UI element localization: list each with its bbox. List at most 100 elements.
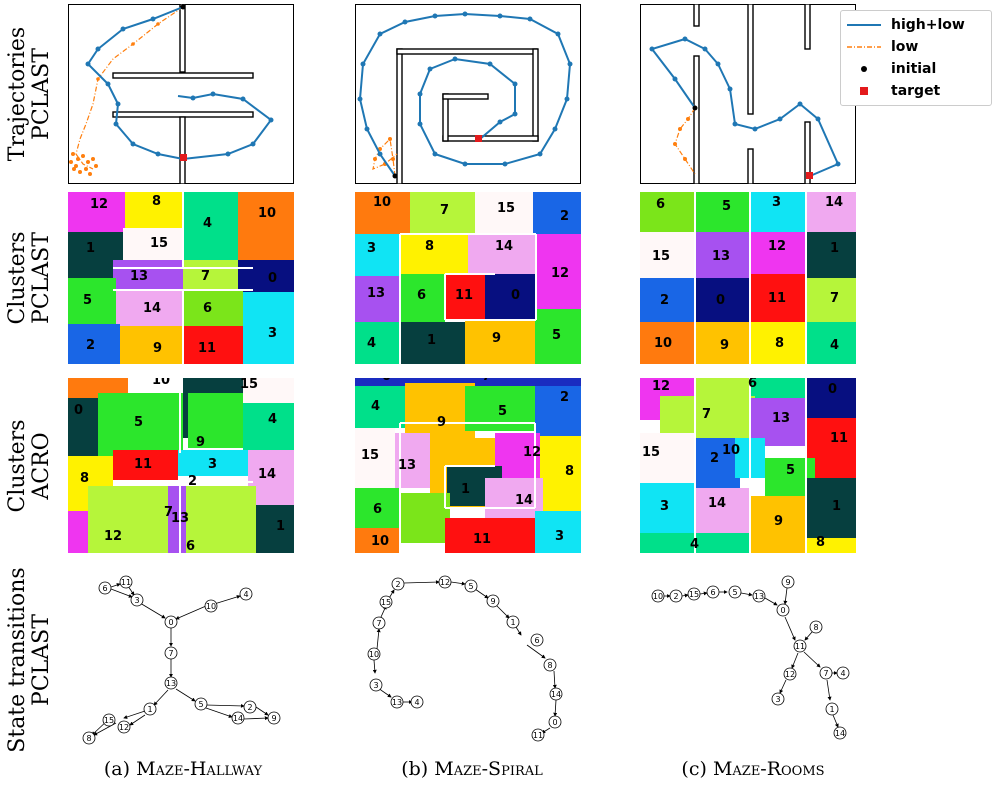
svg-text:11: 11 bbox=[768, 291, 786, 306]
svg-text:14: 14 bbox=[551, 690, 561, 699]
svg-text:7: 7 bbox=[164, 505, 173, 520]
svg-text:5: 5 bbox=[732, 588, 737, 597]
low-trajectory bbox=[673, 107, 696, 175]
svg-text:12: 12 bbox=[440, 578, 450, 587]
svg-text:5: 5 bbox=[83, 293, 92, 308]
svg-text:3: 3 bbox=[367, 241, 376, 256]
svg-text:10: 10 bbox=[722, 443, 740, 458]
svg-text:0: 0 bbox=[268, 271, 277, 286]
svg-text:8: 8 bbox=[425, 239, 434, 254]
svg-text:14: 14 bbox=[495, 239, 513, 254]
svg-text:9: 9 bbox=[196, 435, 205, 450]
low-trajectory bbox=[69, 6, 184, 176]
svg-text:1: 1 bbox=[829, 705, 834, 714]
svg-text:3: 3 bbox=[208, 457, 217, 472]
svg-text:8: 8 bbox=[86, 734, 91, 743]
svg-text:11: 11 bbox=[830, 431, 848, 446]
svg-text:12: 12 bbox=[90, 197, 108, 212]
svg-text:1: 1 bbox=[86, 241, 95, 256]
graph-nodes bbox=[651, 575, 850, 740]
svg-text:10: 10 bbox=[258, 206, 276, 221]
state-graph-hallway: 6 11 3 0 10 4 7 13 1 5 15 12 8 2 14 9 bbox=[68, 565, 294, 755]
legend-item-high-low: high+low bbox=[847, 17, 965, 33]
svg-text:2: 2 bbox=[188, 474, 197, 489]
svg-text:8: 8 bbox=[80, 471, 89, 486]
cluster-labels: 6 5 3 14 15 13 12 1 2 0 11 7 10 9 8 4 bbox=[652, 195, 843, 353]
svg-text:15: 15 bbox=[652, 249, 670, 264]
svg-text:11: 11 bbox=[455, 288, 473, 303]
svg-text:10: 10 bbox=[206, 602, 216, 611]
svg-text:7: 7 bbox=[823, 669, 828, 678]
caption-spiral: (b) Maze-Spiral bbox=[401, 758, 543, 780]
svg-text:3: 3 bbox=[660, 499, 669, 514]
svg-text:13: 13 bbox=[398, 458, 416, 473]
svg-text:8: 8 bbox=[775, 336, 784, 351]
clusters-pclast-hallway: 12 8 4 10 1 15 13 7 0 5 14 6 3 2 9 11 bbox=[68, 192, 294, 364]
svg-text:14: 14 bbox=[515, 493, 533, 508]
svg-text:8: 8 bbox=[816, 535, 825, 550]
svg-text:4: 4 bbox=[414, 698, 419, 707]
svg-text:7: 7 bbox=[376, 619, 381, 628]
svg-text:7: 7 bbox=[440, 203, 449, 218]
row-label-clusters-pclast: Clusters PCLAST bbox=[5, 231, 54, 325]
clusters-acro-rooms: 12 6 0 7 13 11 15 10 2 5 3 14 9 1 4 8 bbox=[640, 378, 856, 553]
svg-text:5: 5 bbox=[198, 700, 203, 709]
svg-text:6: 6 bbox=[417, 288, 426, 303]
legend: high+low low initial target bbox=[840, 10, 992, 106]
svg-text:7: 7 bbox=[201, 269, 210, 284]
svg-text:10: 10 bbox=[654, 336, 672, 351]
trajectory-panel-rooms bbox=[640, 4, 856, 184]
cluster-labels: 10 7 15 2 3 8 14 12 13 6 11 0 4 1 9 5 bbox=[367, 195, 569, 351]
svg-text:9: 9 bbox=[490, 597, 495, 606]
svg-text:9: 9 bbox=[271, 714, 276, 723]
graph-node-labels: 6 11 3 0 10 4 7 13 1 5 15 12 8 2 14 9 bbox=[86, 578, 276, 743]
svg-text:0: 0 bbox=[716, 293, 725, 308]
svg-text:9: 9 bbox=[774, 514, 783, 529]
initial-marker bbox=[180, 4, 186, 10]
svg-text:4: 4 bbox=[268, 412, 277, 427]
svg-text:15: 15 bbox=[104, 716, 114, 725]
svg-text:9: 9 bbox=[153, 341, 162, 356]
target-marker bbox=[806, 172, 813, 179]
state-graph-rooms: 9 10 2 15 6 5 13 0 8 11 12 7 4 3 1 14 bbox=[640, 565, 856, 755]
svg-text:13: 13 bbox=[754, 592, 764, 601]
cluster-labels: 12 8 4 10 1 15 13 7 0 5 14 6 3 2 9 11 bbox=[83, 194, 277, 356]
clusters-pclast-spiral: 10 7 15 2 3 8 14 12 13 6 11 0 4 1 9 5 bbox=[355, 192, 581, 364]
svg-text:13: 13 bbox=[392, 698, 402, 707]
svg-text:8: 8 bbox=[152, 194, 161, 209]
svg-text:10: 10 bbox=[373, 195, 391, 210]
svg-text:7: 7 bbox=[482, 378, 491, 384]
graph-node-labels: 2 12 5 15 9 7 1 6 10 8 3 14 13 4 0 11 bbox=[369, 578, 561, 740]
svg-text:7: 7 bbox=[830, 291, 839, 306]
svg-text:8: 8 bbox=[813, 623, 818, 632]
svg-text:3: 3 bbox=[555, 529, 564, 544]
svg-text:1: 1 bbox=[427, 333, 436, 348]
svg-text:4: 4 bbox=[203, 216, 212, 231]
svg-text:6: 6 bbox=[656, 197, 665, 212]
svg-text:2: 2 bbox=[710, 451, 719, 466]
svg-text:11: 11 bbox=[473, 532, 491, 547]
cluster-labels: 10 15 0 5 4 9 8 11 3 14 2 7 13 12 1 6 bbox=[74, 378, 285, 553]
svg-text:1: 1 bbox=[510, 618, 515, 627]
svg-text:12: 12 bbox=[119, 723, 129, 732]
caption-hallway: (a) Maze-Hallway bbox=[103, 758, 263, 780]
trajectory-panel-hallway bbox=[68, 4, 294, 184]
svg-text:0: 0 bbox=[552, 718, 557, 727]
svg-text:1: 1 bbox=[276, 519, 285, 534]
high-low-trajectory bbox=[357, 11, 573, 177]
svg-text:0: 0 bbox=[74, 403, 83, 418]
svg-text:12: 12 bbox=[551, 266, 569, 281]
svg-text:1: 1 bbox=[461, 482, 470, 497]
svg-text:1: 1 bbox=[147, 705, 152, 714]
svg-text:4: 4 bbox=[371, 399, 380, 414]
svg-text:14: 14 bbox=[143, 301, 161, 316]
svg-text:13: 13 bbox=[171, 511, 189, 526]
legend-item-low: low bbox=[847, 39, 919, 55]
svg-text:13: 13 bbox=[772, 411, 790, 426]
svg-text:5: 5 bbox=[722, 199, 731, 214]
svg-text:6: 6 bbox=[534, 636, 539, 645]
svg-text:6: 6 bbox=[186, 539, 195, 553]
caption-rooms: (c) Maze-Rooms bbox=[681, 758, 825, 780]
svg-text:3: 3 bbox=[373, 681, 378, 690]
svg-text:4: 4 bbox=[830, 338, 839, 353]
